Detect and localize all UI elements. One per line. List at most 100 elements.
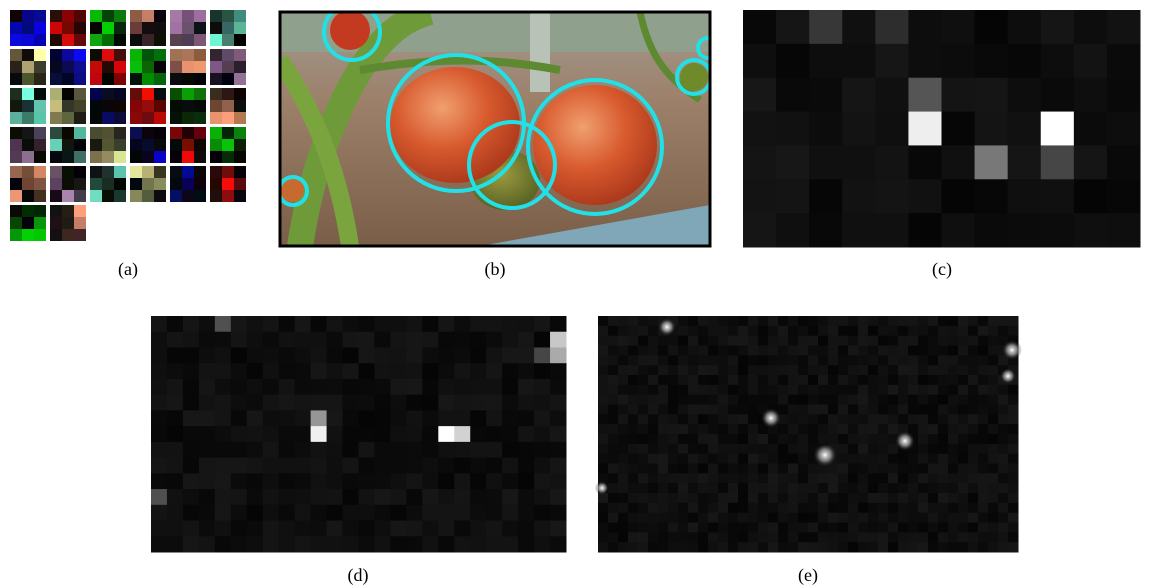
pixel	[518, 521, 534, 537]
pixel	[858, 493, 869, 503]
pixel	[688, 375, 699, 385]
pixel	[1041, 145, 1075, 179]
pixel	[688, 434, 699, 444]
pixel	[838, 385, 849, 395]
pixel	[638, 532, 649, 542]
pixel	[154, 49, 166, 61]
pixel	[678, 434, 689, 444]
pixel	[688, 355, 699, 365]
pixel	[988, 464, 999, 474]
pixel	[215, 332, 231, 348]
pixel	[838, 493, 849, 503]
pixel	[958, 434, 969, 444]
pixel	[486, 410, 502, 426]
pixel	[142, 178, 154, 190]
pixel	[628, 316, 639, 326]
pixel	[422, 363, 438, 379]
pixel	[608, 395, 619, 405]
pixel	[808, 355, 819, 365]
pixel	[858, 405, 869, 415]
pixel	[968, 346, 979, 356]
pixel	[918, 503, 929, 513]
pixel	[263, 521, 279, 537]
pixel	[359, 521, 375, 537]
pixel	[778, 542, 789, 552]
pixel	[798, 434, 809, 444]
pixel	[311, 347, 327, 363]
pixel	[698, 532, 709, 542]
pixel	[808, 513, 819, 523]
pixel	[1074, 213, 1108, 247]
pixel	[728, 395, 739, 405]
pixel	[978, 513, 989, 523]
pixel	[10, 88, 22, 100]
pixel	[988, 434, 999, 444]
pixel	[550, 536, 566, 552]
pixel	[668, 542, 679, 552]
pixel	[618, 434, 629, 444]
pixel	[668, 405, 679, 415]
pixel	[688, 424, 699, 434]
pixel	[908, 542, 919, 552]
pixel	[534, 521, 550, 537]
pixel	[668, 375, 679, 385]
pixel	[898, 532, 909, 542]
pixel	[534, 363, 550, 379]
pixel	[928, 326, 939, 336]
pixel	[878, 316, 889, 326]
pixel	[748, 532, 759, 542]
pixel	[942, 112, 976, 146]
pixel	[263, 458, 279, 474]
pixel	[678, 336, 689, 346]
pixel	[130, 127, 142, 139]
pixel	[878, 503, 889, 513]
pixel	[868, 473, 879, 483]
pixel	[638, 365, 649, 375]
pixel	[390, 332, 406, 348]
pixel	[718, 355, 729, 365]
pixel	[848, 503, 859, 513]
pixel	[34, 61, 46, 73]
pixel	[167, 332, 183, 348]
pixel	[718, 483, 729, 493]
pixel	[222, 100, 234, 112]
pixel	[978, 483, 989, 493]
pixel	[838, 513, 849, 523]
pixel	[888, 355, 899, 365]
pixel	[658, 503, 669, 513]
pixel	[938, 513, 949, 523]
pixel	[279, 379, 295, 395]
pixel	[608, 523, 619, 533]
pixel	[798, 316, 809, 326]
pixel	[978, 424, 989, 434]
pixel	[818, 503, 829, 513]
pixel	[698, 444, 709, 454]
pixel	[182, 88, 194, 100]
pixel	[838, 326, 849, 336]
pixel	[978, 532, 989, 542]
pixel	[808, 493, 819, 503]
pixel	[928, 513, 939, 523]
pixel	[534, 395, 550, 411]
pixel	[142, 190, 154, 202]
pixel	[454, 363, 470, 379]
pixel	[167, 316, 183, 332]
pixel	[908, 44, 942, 78]
pixel	[758, 503, 769, 513]
pixel	[708, 395, 719, 405]
pixel	[975, 78, 1009, 112]
pixel	[858, 346, 869, 356]
pixel	[718, 444, 729, 454]
pixel	[728, 375, 739, 385]
pixel	[34, 34, 46, 46]
pixel	[998, 483, 1009, 493]
pixel	[809, 44, 843, 78]
pixel	[638, 454, 649, 464]
pixel	[1008, 78, 1042, 112]
pixel	[778, 454, 789, 464]
pixel	[858, 444, 869, 454]
pixel	[62, 139, 74, 151]
pixel	[668, 414, 679, 424]
pixel	[808, 385, 819, 395]
pixel	[678, 346, 689, 356]
